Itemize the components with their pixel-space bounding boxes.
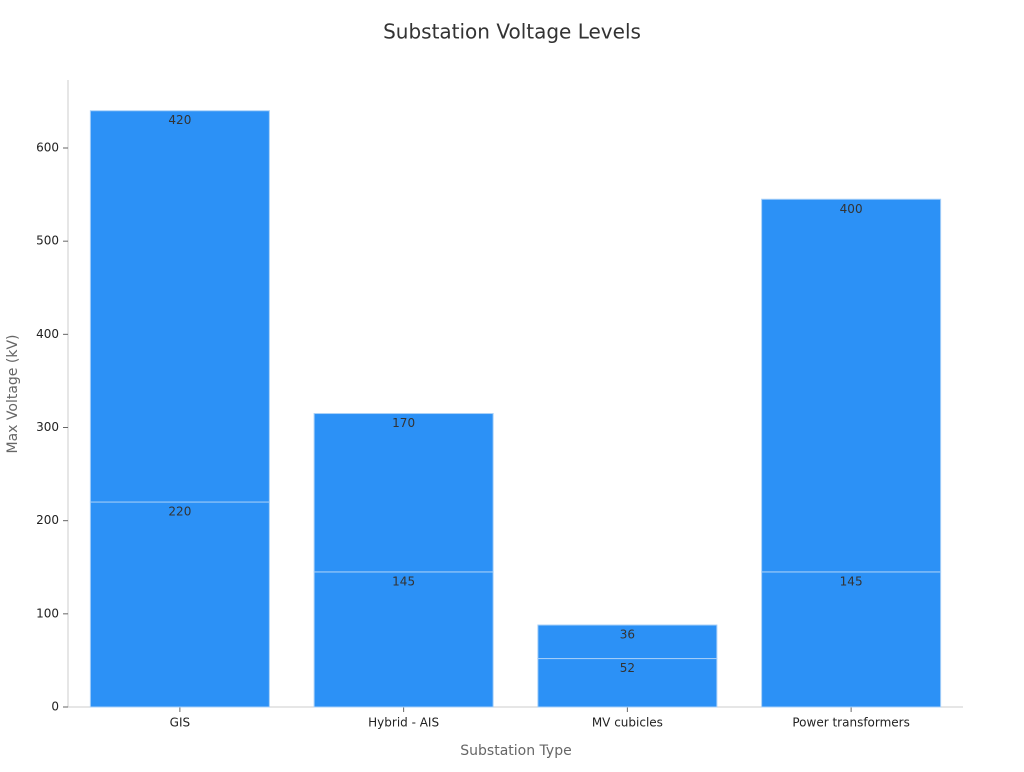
bar-segment	[537, 624, 718, 660]
bar-segment	[761, 571, 942, 708]
bar-segment	[313, 571, 494, 708]
bar-segment	[89, 501, 270, 708]
value-label: 145	[392, 574, 415, 588]
value-label: 145	[840, 574, 863, 588]
x-tick-label: GIS	[170, 716, 190, 730]
x-tick-label: MV cubicles	[592, 716, 663, 730]
y-tick-label: 300	[36, 420, 59, 434]
y-tick-label: 200	[36, 513, 59, 527]
x-axis-label: Substation Type	[460, 743, 571, 759]
value-label: 170	[392, 416, 415, 430]
y-tick-label: 600	[36, 141, 59, 155]
chart-title: Substation Voltage Levels	[383, 20, 641, 44]
bar-segment	[537, 658, 718, 708]
value-label: 220	[168, 505, 191, 519]
y-tick-label: 100	[36, 606, 59, 620]
value-label: 400	[840, 202, 863, 216]
x-tick-label: Hybrid - AIS	[368, 716, 439, 730]
value-label: 420	[168, 113, 191, 127]
y-tick-label: 500	[36, 234, 59, 248]
bar-segment	[761, 198, 942, 573]
value-label: 52	[620, 661, 635, 675]
bar-segment	[313, 413, 494, 573]
y-tick-label: 0	[51, 700, 59, 714]
y-tick-label: 400	[36, 327, 59, 341]
bar-segment	[89, 110, 270, 503]
x-tick-label: Power transformers	[792, 716, 910, 730]
value-label: 36	[620, 628, 635, 642]
y-axis-label: Max Voltage (kV)	[5, 335, 21, 454]
